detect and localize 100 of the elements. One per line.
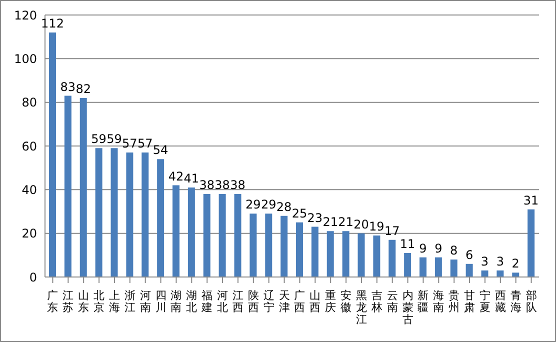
bar: [528, 209, 535, 277]
data-label: 82: [76, 82, 92, 96]
x-tick-label: 安徽: [340, 289, 352, 314]
data-label: 31: [523, 193, 539, 208]
x-tick-label: 北京: [94, 289, 105, 314]
x-tick-label: 宁夏: [479, 289, 490, 314]
x-tick-label: 福建: [200, 289, 213, 314]
bar: [218, 194, 226, 277]
data-label: 3: [496, 254, 504, 268]
bar: [404, 252, 412, 277]
bar: [203, 194, 210, 277]
data-label: 29: [246, 198, 261, 212]
bar: [250, 214, 257, 277]
x-tick-label: 重庆: [325, 289, 336, 314]
bar: [373, 236, 380, 277]
x-tick-label: 广西: [294, 289, 306, 314]
bar: [496, 270, 504, 277]
x-tick-label: 浙江: [124, 289, 136, 314]
data-label: 38: [199, 178, 215, 192]
data-label: 23: [307, 210, 323, 225]
y-tick-label: 40: [22, 182, 37, 197]
data-label: 21: [322, 215, 338, 230]
data-label: 41: [184, 171, 200, 186]
x-tick-label: 山东: [78, 289, 90, 314]
x-tick-label: 广东: [47, 289, 58, 314]
bar: [296, 222, 303, 277]
x-tick-label: 山西: [310, 289, 321, 314]
bar: [265, 214, 272, 277]
x-tick-label: 四川: [155, 289, 166, 314]
data-label: 9: [434, 241, 442, 256]
x-tick-label: 天津: [278, 289, 290, 314]
x-tick-label: 湖南: [170, 289, 182, 314]
y-tick-label: 20: [22, 226, 37, 241]
x-tick-label: 云南: [386, 289, 398, 314]
bar: [420, 257, 426, 277]
bar: [64, 96, 72, 277]
x-tick-label: 河北: [217, 289, 228, 314]
data-label: 20: [354, 217, 369, 232]
bar: [110, 148, 118, 277]
x-tick-label: 陕西: [248, 289, 259, 314]
y-tick-label: 0: [29, 270, 37, 284]
x-tick-label: 黑龙江: [356, 289, 367, 326]
x-tick-label: 新疆: [418, 289, 429, 314]
x-tick-label: 海南: [433, 289, 444, 314]
x-tick-label: 吉林: [370, 289, 382, 314]
bar: [311, 226, 318, 277]
x-tick-label: 甘肃: [464, 289, 476, 314]
bar: [388, 240, 396, 277]
x-tick-label: 河南: [140, 289, 151, 314]
data-label: 59: [91, 132, 106, 146]
bar: [326, 231, 334, 277]
bar: [358, 233, 365, 277]
data-label: 11: [400, 236, 416, 251]
data-label: 57: [137, 136, 153, 151]
data-label: 112: [41, 16, 64, 30]
y-tick-label: 100: [14, 52, 37, 66]
bar: [234, 194, 242, 277]
bar: [188, 187, 195, 277]
data-label: 25: [292, 206, 308, 220]
data-label: 9: [419, 241, 427, 256]
data-label: 38: [214, 178, 230, 192]
data-label: 8: [450, 244, 458, 258]
x-tick-label: 江西: [232, 289, 244, 314]
data-label: 28: [276, 200, 292, 214]
bar: [95, 148, 102, 277]
data-label: 19: [369, 220, 384, 234]
data-label: 29: [260, 198, 276, 212]
bar: [49, 32, 56, 277]
data-label: 38: [230, 178, 246, 192]
data-label: 83: [60, 80, 76, 94]
x-tick-label: 西藏: [494, 289, 506, 314]
bar: [157, 159, 164, 277]
x-tick-label: 贵州: [448, 289, 460, 314]
bar: [280, 216, 288, 277]
data-label: 6: [465, 248, 474, 262]
x-tick-label: 上海: [108, 289, 120, 314]
data-label: 3: [480, 254, 489, 268]
data-label: 59: [106, 132, 122, 146]
bar: [80, 98, 87, 277]
bar: [512, 272, 520, 277]
x-tick-label: 辽宁: [263, 289, 274, 314]
x-tick-label: 部队: [526, 289, 537, 314]
bar: [172, 185, 180, 277]
x-tick-label: 湖北: [186, 289, 198, 314]
x-tick-label: 江苏: [62, 289, 74, 314]
data-label: 21: [338, 215, 354, 230]
y-tick-label: 120: [14, 8, 37, 22]
data-label: 17: [384, 224, 400, 238]
bar: [466, 264, 473, 277]
data-label: 54: [152, 143, 168, 158]
bar: [481, 270, 488, 277]
data-label: 42: [168, 169, 184, 184]
x-tick-label: 内蒙古: [402, 289, 414, 326]
bar: [434, 257, 442, 277]
bar: [126, 152, 134, 277]
y-tick-label: 60: [22, 139, 37, 154]
data-label: 2: [512, 256, 520, 271]
x-tick-label: 青海: [510, 289, 522, 314]
bar: [142, 152, 149, 277]
y-tick-label: 80: [22, 96, 37, 110]
